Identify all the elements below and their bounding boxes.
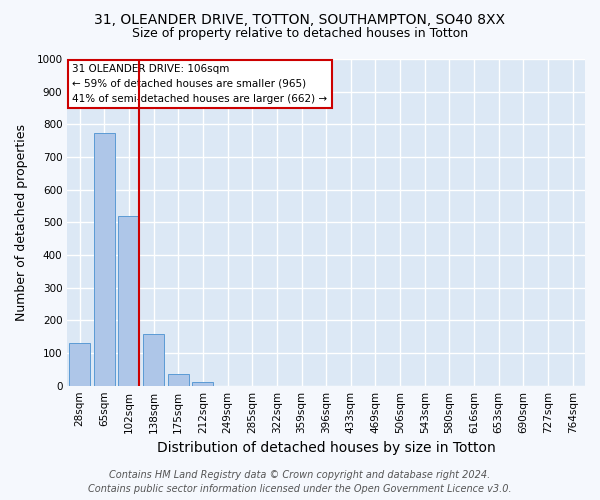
Text: 31, OLEANDER DRIVE, TOTTON, SOUTHAMPTON, SO40 8XX: 31, OLEANDER DRIVE, TOTTON, SOUTHAMPTON,… [95, 12, 505, 26]
Bar [193, 382, 214, 386]
Y-axis label: Number of detached properties: Number of detached properties [15, 124, 28, 321]
Bar [94, 132, 115, 386]
X-axis label: Distribution of detached houses by size in Totton: Distribution of detached houses by size … [157, 441, 496, 455]
Bar [143, 334, 164, 386]
Text: Contains HM Land Registry data © Crown copyright and database right 2024.
Contai: Contains HM Land Registry data © Crown c… [88, 470, 512, 494]
Bar [69, 343, 90, 386]
Text: 31 OLEANDER DRIVE: 106sqm
← 59% of detached houses are smaller (965)
41% of semi: 31 OLEANDER DRIVE: 106sqm ← 59% of detac… [73, 64, 328, 104]
Bar [168, 374, 189, 386]
Text: Size of property relative to detached houses in Totton: Size of property relative to detached ho… [132, 28, 468, 40]
Bar [118, 216, 139, 386]
